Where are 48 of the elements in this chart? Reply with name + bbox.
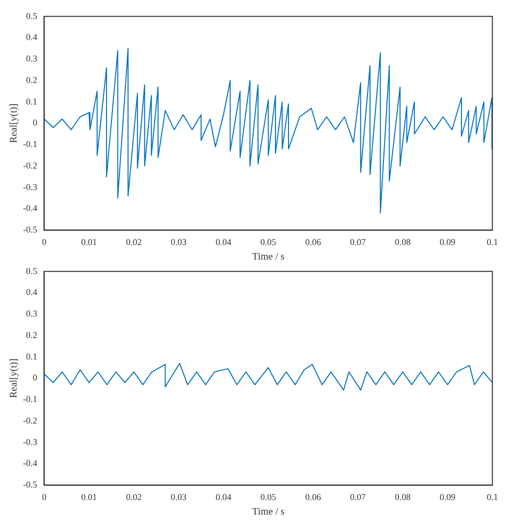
x-tick-label: 0.05 bbox=[260, 492, 277, 502]
y-tick-label: 0.2 bbox=[26, 330, 38, 340]
x-tick-label: 0.08 bbox=[394, 236, 412, 247]
x-tick-label: 0 bbox=[42, 236, 47, 247]
y-tick-label: 0.5 bbox=[26, 10, 38, 21]
y-tick-label: 0.1 bbox=[26, 96, 38, 106]
x-axis-title: Time / s bbox=[252, 252, 285, 263]
x-tick-label: 0.06 bbox=[305, 492, 322, 502]
x-tick-label: 0.02 bbox=[126, 492, 142, 502]
x-tick-label: 0.04 bbox=[216, 492, 232, 502]
x-tick-label: 0.07 bbox=[350, 492, 366, 502]
x-tick-label: 0.1 bbox=[486, 492, 498, 502]
y-tick-label: 0.3 bbox=[26, 308, 38, 319]
y-tick-label: -0.5 bbox=[22, 224, 38, 235]
y-tick-label: 0 bbox=[32, 118, 38, 128]
x-tick-label: 0.03 bbox=[170, 492, 188, 502]
y-tick-label: 0.5 bbox=[26, 266, 38, 276]
y-tick-label: -0.5 bbox=[22, 480, 38, 490]
x-tick-label: 0 bbox=[42, 492, 47, 502]
y-tick-label: -0.1 bbox=[22, 394, 38, 404]
x-tick-label: 0.05 bbox=[260, 236, 277, 247]
x-tick-label: 0.01 bbox=[81, 236, 97, 247]
y-tick-label: -0.3 bbox=[22, 182, 38, 192]
x-tick-label: 0.02 bbox=[126, 236, 142, 247]
x-tick-label: 0.07 bbox=[350, 236, 366, 247]
x-tick-label: 0.03 bbox=[170, 236, 188, 247]
y-tick-label: 0 bbox=[32, 372, 38, 383]
x-tick-label: 0.09 bbox=[440, 492, 456, 502]
y-tick-label: 0.2 bbox=[26, 74, 38, 85]
y-tick-label: -0.1 bbox=[22, 139, 38, 150]
y-axis-title: Real[y(t)] bbox=[8, 104, 20, 144]
y-tick-label: -0.2 bbox=[22, 160, 38, 170]
y-tick-label: -0.3 bbox=[22, 436, 38, 447]
y-axis-title: Real[y(t)] bbox=[8, 358, 20, 398]
y-tick-label: 0.4 bbox=[26, 32, 38, 42]
y-tick-label: 0.1 bbox=[26, 351, 38, 362]
x-tick-label: 0.06 bbox=[305, 236, 322, 247]
y-tick-label: -0.2 bbox=[22, 415, 38, 426]
x-tick-label: 0.1 bbox=[486, 236, 498, 247]
x-tick-label: 0.01 bbox=[81, 492, 97, 502]
y-tick-label: -0.4 bbox=[22, 203, 38, 214]
x-tick-label: 0.09 bbox=[440, 236, 456, 247]
x-axis-title: Time / s bbox=[252, 506, 285, 518]
x-tick-label: 0.08 bbox=[394, 492, 412, 502]
y-tick-label: 0.3 bbox=[26, 54, 38, 64]
y-tick-label: -0.4 bbox=[22, 458, 38, 468]
y-tick-label: 0.4 bbox=[26, 287, 38, 298]
x-tick-label: 0.04 bbox=[216, 236, 232, 247]
